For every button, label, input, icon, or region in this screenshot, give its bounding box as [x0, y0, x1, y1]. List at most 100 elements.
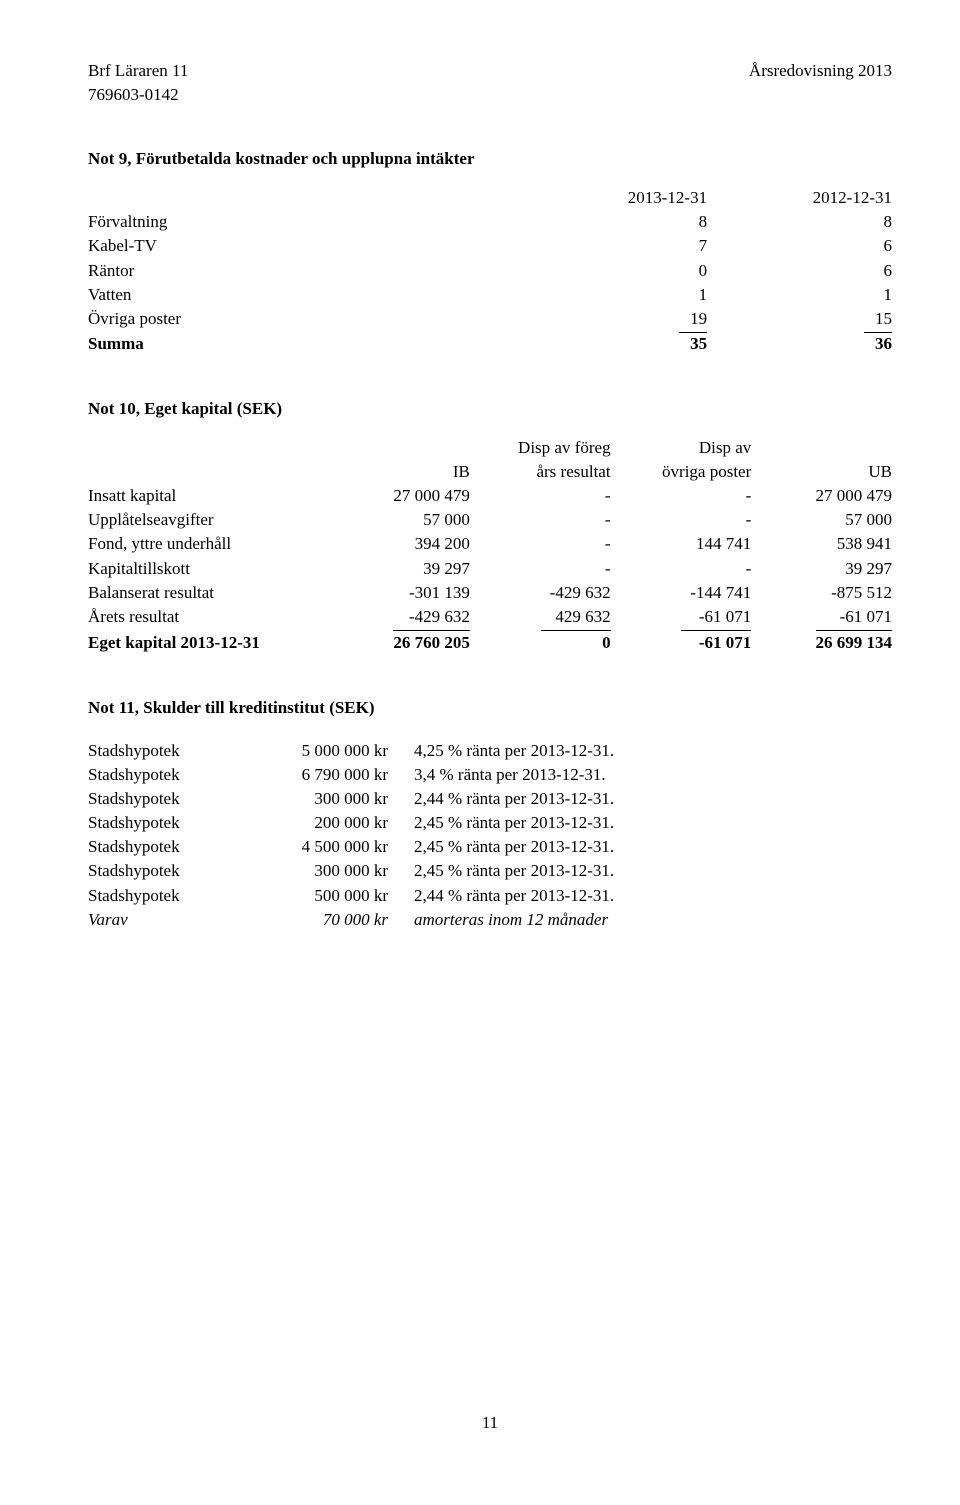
- not-10-table: Disp av föreg Disp av IB års resultat öv…: [88, 436, 892, 655]
- lender: Stadshypotek: [88, 811, 238, 835]
- amount: 5 000 000 kr: [238, 739, 414, 763]
- row-label: Fond, yttre underhåll: [88, 532, 329, 556]
- cell: 6: [707, 234, 892, 258]
- total-value: 26 699 134: [816, 630, 893, 654]
- cell: -: [470, 532, 611, 556]
- amount: 300 000 kr: [238, 787, 414, 811]
- table-row: Kapitaltillskott 39 297 - - 39 297: [88, 557, 892, 581]
- col-header: Disp av föreg: [470, 436, 611, 460]
- table-row: Stadshypotek 300 000 kr 2,44 % ränta per…: [88, 787, 614, 811]
- not-9-title: Not 9, Förutbetalda kostnader och upplup…: [88, 148, 892, 170]
- cell: -: [611, 557, 752, 581]
- not-11-title: Not 11, Skulder till kreditinstitut (SEK…: [88, 697, 892, 719]
- row-label: Kabel-TV: [88, 234, 522, 258]
- table-row: Förvaltning 8 8: [88, 210, 892, 234]
- cell: -: [470, 508, 611, 532]
- row-label: Årets resultat: [88, 605, 329, 629]
- table-row: Upplåtelseavgifter 57 000 - - 57 000: [88, 508, 892, 532]
- table-row: Kabel-TV 7 6: [88, 234, 892, 258]
- cell: 394 200: [329, 532, 470, 556]
- cell: -: [470, 557, 611, 581]
- total-value: 26 760 205: [393, 630, 470, 654]
- table-row: Stadshypotek 500 000 kr 2,44 % ränta per…: [88, 884, 614, 908]
- table-row: Övriga poster 19 15: [88, 307, 892, 331]
- cell: 0: [522, 259, 707, 283]
- cell: 429 632: [470, 605, 611, 629]
- amount: 500 000 kr: [238, 884, 414, 908]
- cell: -61 071: [611, 605, 752, 629]
- terms: 2,45 % ränta per 2013-12-31.: [414, 859, 614, 883]
- row-label: Insatt kapital: [88, 484, 329, 508]
- table-row: Årets resultat -429 632 429 632 -61 071 …: [88, 605, 892, 629]
- sum-value: 35: [679, 332, 707, 355]
- cell: -: [611, 508, 752, 532]
- cell: 27 000 479: [751, 484, 892, 508]
- cell: 27 000 479: [329, 484, 470, 508]
- cell: 39 297: [329, 557, 470, 581]
- cell: 6: [707, 259, 892, 283]
- terms: 2,44 % ränta per 2013-12-31.: [414, 787, 614, 811]
- cell: -61 071: [751, 605, 892, 629]
- total-row: Eget kapital 2013-12-31 26 760 205 0 -61…: [88, 629, 892, 655]
- not-9-table: 2013-12-31 2012-12-31 Förvaltning 8 8 Ka…: [88, 186, 892, 356]
- varav-note: amorteras inom 12 månader: [414, 908, 614, 932]
- col-header: 2013-12-31: [522, 186, 707, 210]
- not-11-table: Stadshypotek 5 000 000 kr 4,25 % ränta p…: [88, 739, 614, 932]
- col-header: års resultat: [470, 460, 611, 484]
- amount: 200 000 kr: [238, 811, 414, 835]
- lender: Stadshypotek: [88, 787, 238, 811]
- table-header-row: 2013-12-31 2012-12-31: [88, 186, 892, 210]
- lender: Stadshypotek: [88, 739, 238, 763]
- cell: 144 741: [611, 532, 752, 556]
- cell: 538 941: [751, 532, 892, 556]
- table-row: Stadshypotek 6 790 000 kr 3,4 % ränta pe…: [88, 763, 614, 787]
- terms: 3,4 % ränta per 2013-12-31.: [414, 763, 614, 787]
- total-value: 0: [541, 630, 611, 654]
- sum-row: Summa 35 36: [88, 331, 892, 356]
- cell: 15: [707, 307, 892, 331]
- sum-label: Summa: [88, 331, 522, 356]
- cell: -301 139: [329, 581, 470, 605]
- col-header: Disp av: [611, 436, 752, 460]
- varav-label: Varav: [88, 908, 238, 932]
- varav-row: Varav 70 000 kr amorteras inom 12 månade…: [88, 908, 614, 932]
- row-label: Vatten: [88, 283, 522, 307]
- table-header-row-2: IB års resultat övriga poster UB: [88, 460, 892, 484]
- row-label: Kapitaltillskott: [88, 557, 329, 581]
- cell: 1: [707, 283, 892, 307]
- cell: -: [470, 484, 611, 508]
- row-label: Övriga poster: [88, 307, 522, 331]
- report-title: Årsredovisning 2013: [749, 60, 892, 82]
- lender: Stadshypotek: [88, 859, 238, 883]
- table-row: Stadshypotek 300 000 kr 2,45 % ränta per…: [88, 859, 614, 883]
- lender: Stadshypotek: [88, 884, 238, 908]
- col-header: IB: [329, 460, 470, 484]
- cell: 19: [522, 307, 707, 331]
- cell: 8: [707, 210, 892, 234]
- cell: -875 512: [751, 581, 892, 605]
- terms: 2,45 % ränta per 2013-12-31.: [414, 835, 614, 859]
- not-10-title: Not 10, Eget kapital (SEK): [88, 398, 892, 420]
- table-row: Stadshypotek 4 500 000 kr 2,45 % ränta p…: [88, 835, 614, 859]
- lender: Stadshypotek: [88, 763, 238, 787]
- cell: -144 741: [611, 581, 752, 605]
- table-row: Stadshypotek 200 000 kr 2,45 % ränta per…: [88, 811, 614, 835]
- not-11-section: Not 11, Skulder till kreditinstitut (SEK…: [88, 697, 892, 932]
- table-row: Fond, yttre underhåll 394 200 - 144 741 …: [88, 532, 892, 556]
- terms: 4,25 % ränta per 2013-12-31.: [414, 739, 614, 763]
- cell: 57 000: [329, 508, 470, 532]
- table-row: Insatt kapital 27 000 479 - - 27 000 479: [88, 484, 892, 508]
- cell: -429 632: [329, 605, 470, 629]
- row-label: Upplåtelseavgifter: [88, 508, 329, 532]
- table-header-row-1: Disp av föreg Disp av: [88, 436, 892, 460]
- amount: 300 000 kr: [238, 859, 414, 883]
- col-header: 2012-12-31: [707, 186, 892, 210]
- total-value: -61 071: [681, 630, 751, 654]
- col-header: övriga poster: [611, 460, 752, 484]
- row-label: Förvaltning: [88, 210, 522, 234]
- org-name: Brf Läraren 11: [88, 60, 188, 82]
- cell: -: [611, 484, 752, 508]
- org-number: 769603-0142: [88, 84, 892, 106]
- sum-value: 36: [864, 332, 892, 355]
- table-row: Stadshypotek 5 000 000 kr 4,25 % ränta p…: [88, 739, 614, 763]
